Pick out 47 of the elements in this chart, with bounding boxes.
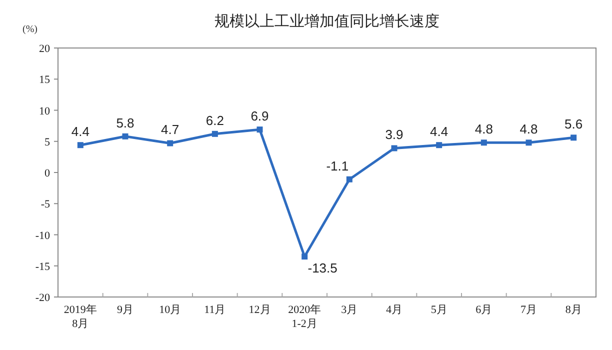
point [77,142,84,148]
y-tick-label: -20 [35,292,50,304]
point [346,176,352,182]
x-tick-label: 7月 [520,304,537,316]
data-label: 6.2 [206,112,224,128]
data-label: 5.6 [564,116,583,132]
y-tick-label: 0 [44,168,50,180]
y-tick-label: -5 [40,198,50,211]
data-label: 4.8 [474,122,493,137]
x-tick-label: 4月 [386,304,402,316]
x-tick-label: 2019年 8月 [64,304,97,330]
x-tick-label: 12月 [248,304,271,316]
point [480,140,487,146]
data-label: -13.5 [308,260,338,276]
point [436,142,442,148]
x-tick-label: 8月 [565,304,582,316]
point [391,145,398,152]
x-tick-label: 9月 [117,304,134,316]
point [212,130,218,137]
point [302,254,308,260]
x-tick-label: 11月 [204,304,226,316]
y-tick-label: 20 [39,43,50,55]
data-label: 4.7 [161,122,180,138]
data-label: 6.9 [250,108,269,124]
point [167,140,174,146]
data-label: 4.4 [430,124,448,140]
data-label: -1.1 [326,158,349,174]
x-tick-label: 5月 [430,304,448,316]
point [570,134,577,141]
data-label: 3.9 [385,127,404,142]
data-label: 4.8 [520,122,538,137]
chart-title: 规模以上工业增加值同比增长速度 [214,12,440,30]
x-tick-label: 3月 [341,304,358,316]
x-tick-label: 10月 [159,304,182,316]
y-tick-label: -10 [35,230,50,242]
y-axis-title: (%) [22,24,38,35]
point [122,133,128,140]
y-tick-label: 15 [39,74,50,86]
y-tick-label: 5 [44,136,50,148]
x-tick-label: 6月 [476,304,492,316]
point [526,140,532,146]
y-tick-label: 10 [39,105,50,118]
data-label: 5.8 [116,115,134,130]
point [256,126,263,133]
data-label: 4.4 [71,124,90,140]
x-tick-label: 2020年 1-2月 [288,304,322,330]
y-tick-label: -15 [35,260,50,273]
